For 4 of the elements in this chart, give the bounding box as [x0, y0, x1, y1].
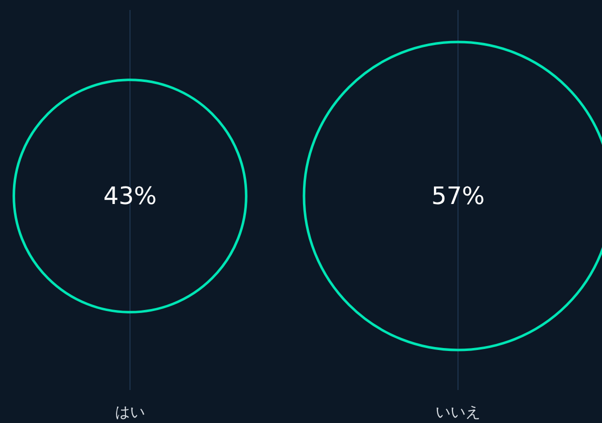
data-label: 43% — [103, 182, 157, 210]
data-label: 57% — [431, 182, 485, 210]
category-label: はい — [115, 403, 145, 421]
category-label: いいえ — [436, 403, 480, 421]
